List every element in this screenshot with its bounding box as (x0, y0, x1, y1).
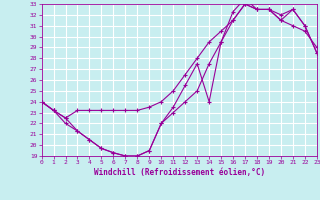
X-axis label: Windchill (Refroidissement éolien,°C): Windchill (Refroidissement éolien,°C) (94, 168, 265, 177)
